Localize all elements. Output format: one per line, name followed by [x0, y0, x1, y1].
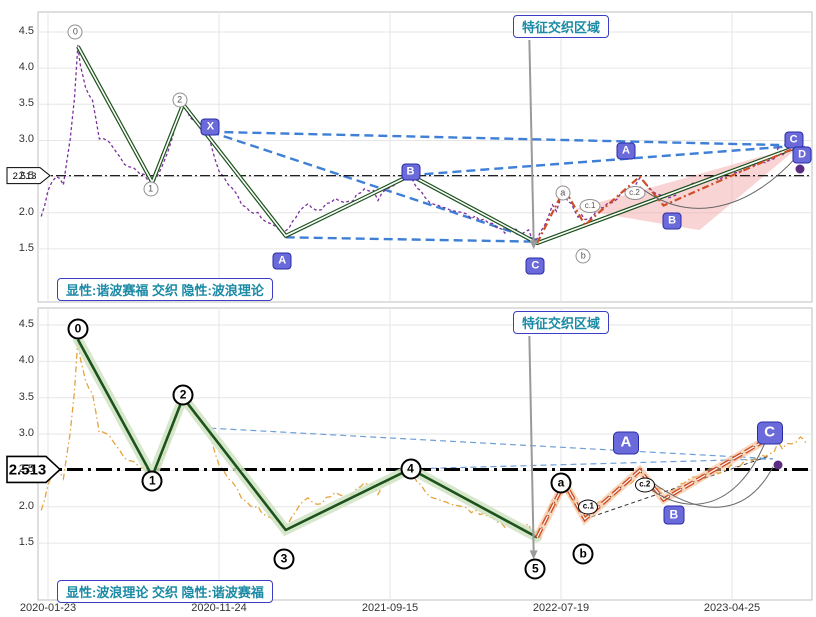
hline-label-arrow: [6, 167, 51, 185]
annotation-arc: [639, 156, 798, 209]
panel-border: [37, 307, 813, 601]
hline-label-arrow: [6, 455, 62, 484]
pattern-line: [410, 458, 774, 470]
annotation-arc: [644, 439, 767, 505]
callout-arrow-shaft: [528, 335, 535, 551]
legend-bottom-panel: 显性:波浪理论 交织 隐性:谐波赛福: [57, 580, 273, 603]
legend-top-panel: 显性:谐波赛福 交织 隐性:波浪理论: [57, 278, 273, 301]
price-line: [40, 44, 808, 242]
hline-label-text: 2.513: [13, 171, 37, 182]
impulse-line: [76, 338, 538, 539]
callout-arrow-head: [529, 550, 538, 560]
callout-bottom-panel: 特征交织区域: [513, 311, 610, 334]
callout-arrow-head: [529, 240, 538, 250]
annotation-arc: [649, 466, 774, 508]
pattern-line: [210, 427, 774, 460]
callout-arrow-shaft: [528, 39, 535, 241]
pattern-line: [210, 130, 538, 242]
callout-top-panel: 特征交织区域: [513, 15, 610, 38]
hline-label-text: 2.513: [9, 461, 47, 478]
pattern-line: [210, 130, 801, 147]
panel-border: [37, 11, 813, 303]
pattern-line: [584, 455, 770, 520]
pattern-line: [410, 144, 801, 177]
